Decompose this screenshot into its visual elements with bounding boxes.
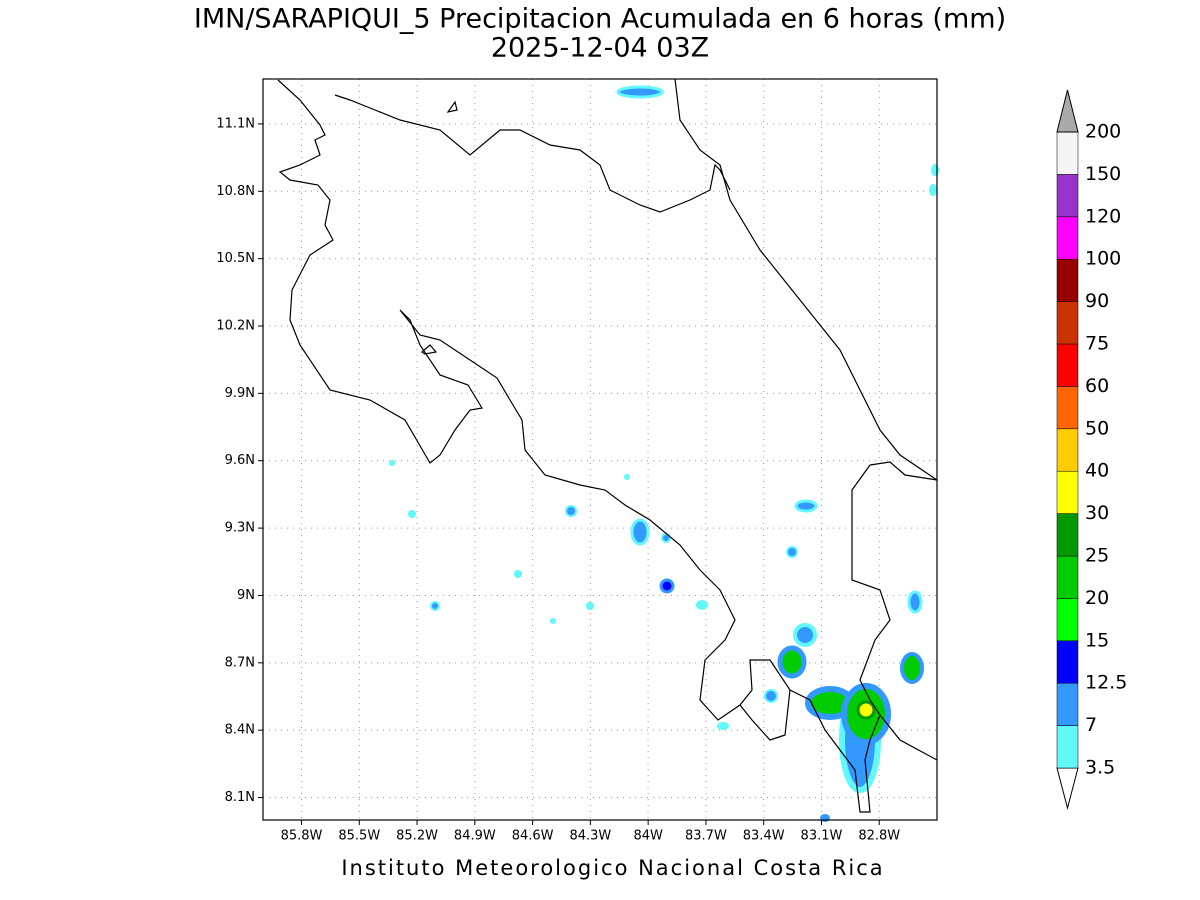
nicaragua-border [334,94,731,213]
map-frame [262,78,938,821]
colorbar-arrow-high [1056,89,1079,133]
rain-cell [777,645,807,679]
x-tick-label: 83.7W [685,829,727,844]
colorbar-label: 25 [1085,545,1109,567]
colorbar-label: 90 [1085,290,1109,312]
colorbar-box [1056,640,1079,684]
rain-cell [907,590,923,614]
footer: Instituto Meteorologico Nacional Costa R… [341,856,884,880]
colorbar-label: 7 [1085,714,1097,736]
colorbar-box [1056,216,1079,260]
island [421,100,458,355]
y-tick-label: 8.4N [225,723,255,738]
colorbar-label: 200 [1085,121,1121,143]
rain-cell [389,460,395,466]
rain-cell [630,518,650,546]
rain-cell [793,623,817,647]
grid [263,79,937,820]
colorbar-label: 3.5 [1085,757,1115,779]
colorbar-label: 50 [1085,417,1109,439]
colorbar-box [1056,682,1079,726]
y-tick-label: 10.2N [216,319,255,334]
x-tick-label: 84.6W [512,829,554,844]
x-tick-label: 85.8W [281,829,323,844]
colorbar-box [1056,343,1079,387]
x-tick-label: 85.2W [396,829,438,844]
colorbar-label: 15 [1085,629,1109,651]
x-tick-label: 83.4W [743,829,785,844]
colorbar-label: 40 [1085,460,1109,482]
y-tick-label: 8.1N [225,790,255,805]
colorbar-label: 150 [1085,163,1121,185]
colorbar-box [1056,555,1079,599]
x-tick-label: 85.5W [338,829,380,844]
rain-cell [900,652,924,684]
x-tick-label: 82.8W [858,829,900,844]
colorbar-box [1056,598,1079,642]
colorbar-box [1056,174,1079,218]
y-tick-label: 9N [237,588,255,603]
rain-cell [794,499,818,513]
rain-cell [565,505,577,517]
colorbar-label: 100 [1085,248,1121,270]
axes: 85.8W 85.5W 85.2W 84.9W 84.6W 84.3W 84W 83.7W 83… [216,116,900,843]
coastlines [277,78,938,813]
rain-cell [624,474,630,480]
rain-cell [408,510,416,518]
rain-cell [764,689,778,703]
y-tick-label: 11.1N [216,116,255,131]
y-tick-label: 9.3N [225,521,255,536]
y-tick-label: 9.9N [225,386,255,401]
precipitation [389,85,939,822]
rain-cell [514,570,522,578]
colorbar-label: 12.5 [1085,672,1127,694]
x-tick-label: 84W [633,829,663,844]
colorbar-box [1056,258,1079,302]
colorbar-box [1056,301,1079,345]
colorbar: 3.5 7 12.5 15 20 25 30 40 50 60 75 90 100 120 150 200 [1056,89,1127,810]
colorbar-label: 20 [1085,587,1109,609]
rain-cell [659,578,675,594]
subtitle: 2025-12-04 03Z [491,33,709,64]
rain-cell [786,546,798,558]
rain-cell [717,722,729,730]
y-tick-label: 10.5N [216,251,255,266]
colorbar-box [1056,725,1079,769]
colorbar-label: 30 [1085,502,1109,524]
colorbar-box [1056,470,1079,514]
caribbean-coast [674,78,938,481]
rain-cell [550,618,556,624]
rain-cell [929,184,937,196]
rain-cell [931,164,939,176]
colorbar-box [1056,513,1079,557]
y-tick-label: 8.7N [225,655,255,670]
title: IMN/SARAPIQUI_5 Precipitacion Acumulada … [194,4,1006,35]
colorbar-box [1056,386,1079,430]
y-tick-label: 9.6N [225,453,255,468]
panama-border [789,461,938,813]
rain-cell [856,700,876,720]
colorbar-arrow-low [1056,767,1079,810]
colorbar-label: 120 [1085,205,1121,227]
x-tick-label: 84.9W [454,829,496,844]
colorbar-box [1056,131,1079,175]
x-tick-label: 83.1W [801,829,843,844]
rain-cell [696,600,708,610]
colorbar-box [1056,428,1079,472]
x-tick-label: 84.3W [569,829,611,844]
rain-cell [586,602,594,610]
rain-cell [616,85,664,99]
pacific-coast [277,79,791,741]
colorbar-label: 60 [1085,375,1109,397]
rain-cell [430,601,440,611]
colorbar-label: 75 [1085,333,1109,355]
y-tick-label: 10.8N [216,184,255,199]
